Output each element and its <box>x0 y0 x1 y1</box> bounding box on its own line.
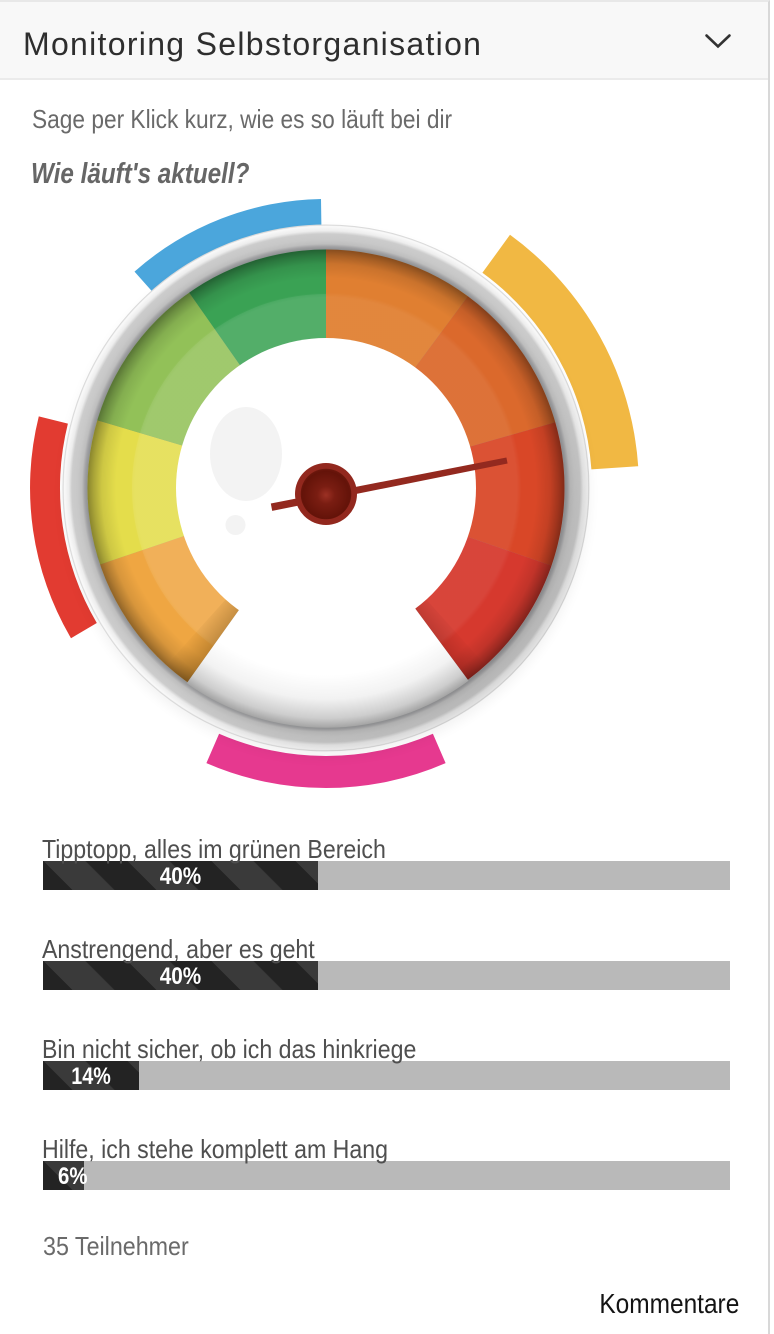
svg-text:6%: 6% <box>58 1163 88 1190</box>
svg-text:40%: 40% <box>160 863 202 890</box>
svg-text:14%: 14% <box>71 1063 111 1090</box>
svg-text:40%: 40% <box>160 963 202 990</box>
